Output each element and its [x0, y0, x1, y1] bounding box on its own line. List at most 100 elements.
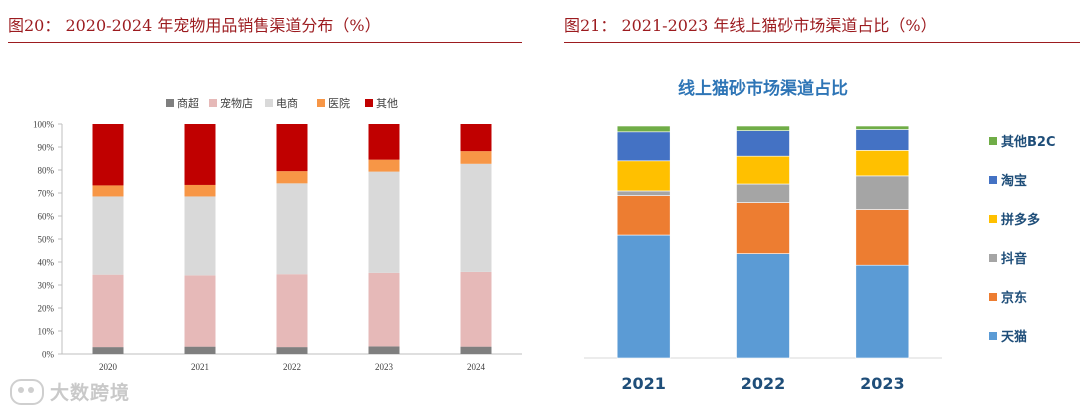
- legend-item-商超: 商超: [166, 96, 199, 110]
- legend-item-天猫: 天猫: [989, 329, 1027, 345]
- left-figure-panel: 图20： 2020-2024 年宠物用品销售渠道分布（%） 0% 10% 20% 30…: [0, 0, 522, 412]
- legend-label: 商超: [177, 96, 199, 110]
- bar-segment-拼多多-2021: [616, 160, 671, 192]
- legend-item-其他B2C: 其他B2C: [989, 134, 1056, 150]
- left-figure-title: 图20： 2020-2024 年宠物用品销售渠道分布（%）: [8, 16, 381, 35]
- bar-segment-商超-2023: [368, 346, 400, 354]
- bar-segment-电商-2021: [184, 196, 216, 276]
- right-title-rule: [564, 42, 1080, 43]
- legend-label: 天猫: [1001, 329, 1027, 345]
- x-tick-label: 2022: [741, 374, 786, 393]
- bar-segment-宠物店-2022: [276, 274, 308, 348]
- bar-segment-淘宝-2021: [616, 131, 671, 162]
- bar-segment-电商-2023: [368, 171, 400, 273]
- bar-segment-抖音-2022: [736, 183, 790, 203]
- bar-segment-医院-2022: [276, 171, 308, 184]
- legend-item-医院: 医院: [317, 96, 350, 110]
- bar-segment-京东-2021: [616, 195, 671, 236]
- legend-item-电商: 电商: [265, 96, 298, 110]
- y-tick-label: 60%: [38, 212, 55, 222]
- legend-label: 拼多多: [1001, 212, 1040, 228]
- bar-segment-拼多多-2022: [736, 155, 790, 185]
- legend-swatch: [265, 99, 273, 107]
- bar-segment-拼多多-2023: [855, 150, 910, 177]
- bar-segment-商超-2020: [92, 347, 124, 354]
- bar-segment-其他B2C-2021: [616, 125, 671, 133]
- left-title-rule: [8, 42, 522, 43]
- bar-segment-商超-2022: [276, 347, 308, 354]
- bar-segment-商超-2021: [184, 346, 216, 354]
- y-tick-label: 80%: [38, 166, 55, 176]
- right-figure-title: 图21： 2021-2023 年线上猫砂市场渠道占比（%）: [564, 16, 937, 35]
- bar-segment-其他B2C-2022: [736, 125, 790, 131]
- legend-item-拼多多: 拼多多: [989, 212, 1040, 228]
- y-tick-label: 40%: [38, 258, 55, 268]
- left-stacked-bar-chart: 0% 10% 20% 30% 40% 50% 60% 70% 80% 90% 100% 2020 202…: [33, 96, 522, 372]
- bar-segment-其他B2C-2023: [855, 125, 910, 130]
- bar-segment-淘宝-2023: [855, 129, 910, 151]
- bar-segment-宠物店-2024: [460, 271, 492, 347]
- bar-segment-京东-2022: [736, 202, 790, 254]
- legend-label: 其他: [376, 97, 398, 110]
- bar-segment-其他-2021: [184, 124, 216, 185]
- legend-item-淘宝: 淘宝: [989, 173, 1027, 189]
- bar-segment-医院-2023: [368, 159, 400, 172]
- y-tick-label: 30%: [38, 281, 55, 291]
- legend-swatch: [989, 332, 997, 340]
- legend-label: 电商: [276, 96, 298, 110]
- legend-swatch: [989, 215, 997, 223]
- x-tick-label: 2021: [191, 362, 209, 372]
- bar-segment-天猫-2022: [736, 253, 790, 359]
- bar-segment-抖音-2021: [616, 190, 671, 196]
- bar-segment-京东-2023: [855, 209, 910, 266]
- legend-item-其他: 其他: [365, 97, 398, 110]
- bar-segment-天猫-2021: [616, 234, 671, 359]
- legend-item-京东: 京东: [989, 290, 1027, 306]
- y-tick-label: 0%: [42, 350, 55, 360]
- legend-swatch: [989, 137, 997, 145]
- bar-segment-宠物店-2020: [92, 274, 124, 348]
- bar-segment-商超-2024: [460, 346, 492, 354]
- legend-swatch: [209, 99, 217, 107]
- x-tick-label: 2023: [860, 374, 905, 393]
- bar-segment-宠物店-2021: [184, 275, 216, 347]
- bar-segment-抖音-2023: [855, 175, 910, 210]
- legend-swatch: [166, 99, 174, 107]
- legend-item-宠物店: 宠物店: [209, 96, 253, 110]
- bar-segment-医院-2021: [184, 184, 216, 197]
- bar-segment-其他-2024: [460, 124, 492, 152]
- legend-label: 其他B2C: [1001, 134, 1056, 150]
- legend-swatch: [989, 254, 997, 262]
- legend-label: 宠物店: [220, 96, 253, 110]
- bar-segment-天猫-2023: [855, 264, 910, 359]
- bar-segment-宠物店-2023: [368, 272, 400, 347]
- bar-segment-电商-2022: [276, 183, 308, 275]
- x-tick-label: 2024: [467, 362, 486, 372]
- legend-swatch: [989, 293, 997, 301]
- watermark-text: 大数跨境: [50, 382, 131, 404]
- bar-segment-淘宝-2022: [736, 130, 790, 157]
- bar-segment-其他-2022: [276, 124, 308, 172]
- y-tick-label: 90%: [38, 143, 55, 153]
- legend-label: 医院: [328, 96, 350, 110]
- y-tick-label: 70%: [38, 189, 55, 199]
- legend-label: 淘宝: [1001, 173, 1027, 189]
- x-tick-label: 2022: [283, 362, 301, 372]
- bar-segment-医院-2024: [460, 151, 492, 164]
- legend-item-抖音: 抖音: [989, 251, 1027, 267]
- chart-title: 线上猫砂市场渠道占比: [678, 78, 848, 99]
- legend-swatch: [989, 176, 997, 184]
- legend-label: 京东: [1001, 290, 1027, 306]
- y-tick-label: 10%: [38, 327, 55, 337]
- bar-segment-其他-2020: [92, 124, 124, 186]
- x-tick-label: 2023: [375, 362, 394, 372]
- bar-segment-电商-2020: [92, 196, 124, 275]
- x-tick-label: 2020: [99, 362, 118, 372]
- legend-swatch: [317, 99, 325, 107]
- bar-segment-其他-2023: [368, 124, 400, 160]
- bar-segment-电商-2024: [460, 163, 492, 272]
- y-tick-label: 20%: [38, 304, 55, 314]
- y-tick-label: 100%: [33, 120, 55, 130]
- x-tick-label: 2021: [621, 374, 666, 393]
